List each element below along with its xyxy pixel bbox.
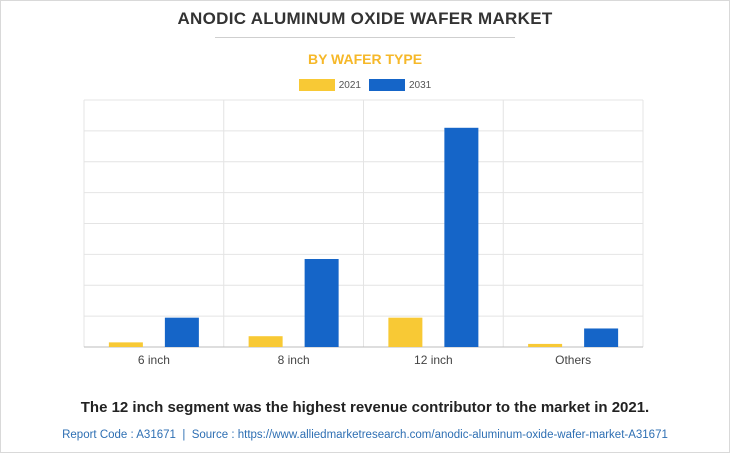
bar-2031-others <box>584 328 619 347</box>
bar-2031-6-inch <box>164 317 199 347</box>
x-tick-label: Others <box>555 353 591 367</box>
legend-label-2021: 2021 <box>338 79 361 91</box>
footer-separator: | <box>182 429 186 441</box>
x-tick-label: 12 inch <box>414 353 453 367</box>
x-tick-label: 6 inch <box>138 353 170 367</box>
bar-2021-6-inch <box>108 342 143 347</box>
title-divider <box>215 37 515 38</box>
legend-label-2031: 2031 <box>409 79 432 91</box>
legend-swatch-2021 <box>298 79 335 91</box>
legend-item-2021: 2021 <box>298 79 361 91</box>
bar-2031-8-inch <box>304 259 339 347</box>
chart-subtitle: BY WAFER TYPE <box>307 51 423 67</box>
chart-headline: The 12 inch segment was the highest reve… <box>80 399 650 416</box>
legend-item-2031: 2031 <box>369 79 431 91</box>
legend: 2021 2031 <box>0 79 730 91</box>
report-code: Report Code : A31671 <box>62 429 176 441</box>
bar-2021-others <box>528 343 563 347</box>
bar-2021-12-inch <box>388 317 423 347</box>
chart-title: ANODIC ALUMINUM OXIDE WAFER MARKET <box>177 9 553 28</box>
bar-2031-12-inch <box>444 127 479 347</box>
footer: Report Code : A31671 | Source : https://… <box>0 429 730 441</box>
source-link[interactable]: Source : https://www.alliedmarketresearc… <box>191 429 668 441</box>
bar-2021-8-inch <box>248 336 283 347</box>
x-tick-label: 8 inch <box>278 353 310 367</box>
legend-swatch-2031 <box>369 79 405 91</box>
